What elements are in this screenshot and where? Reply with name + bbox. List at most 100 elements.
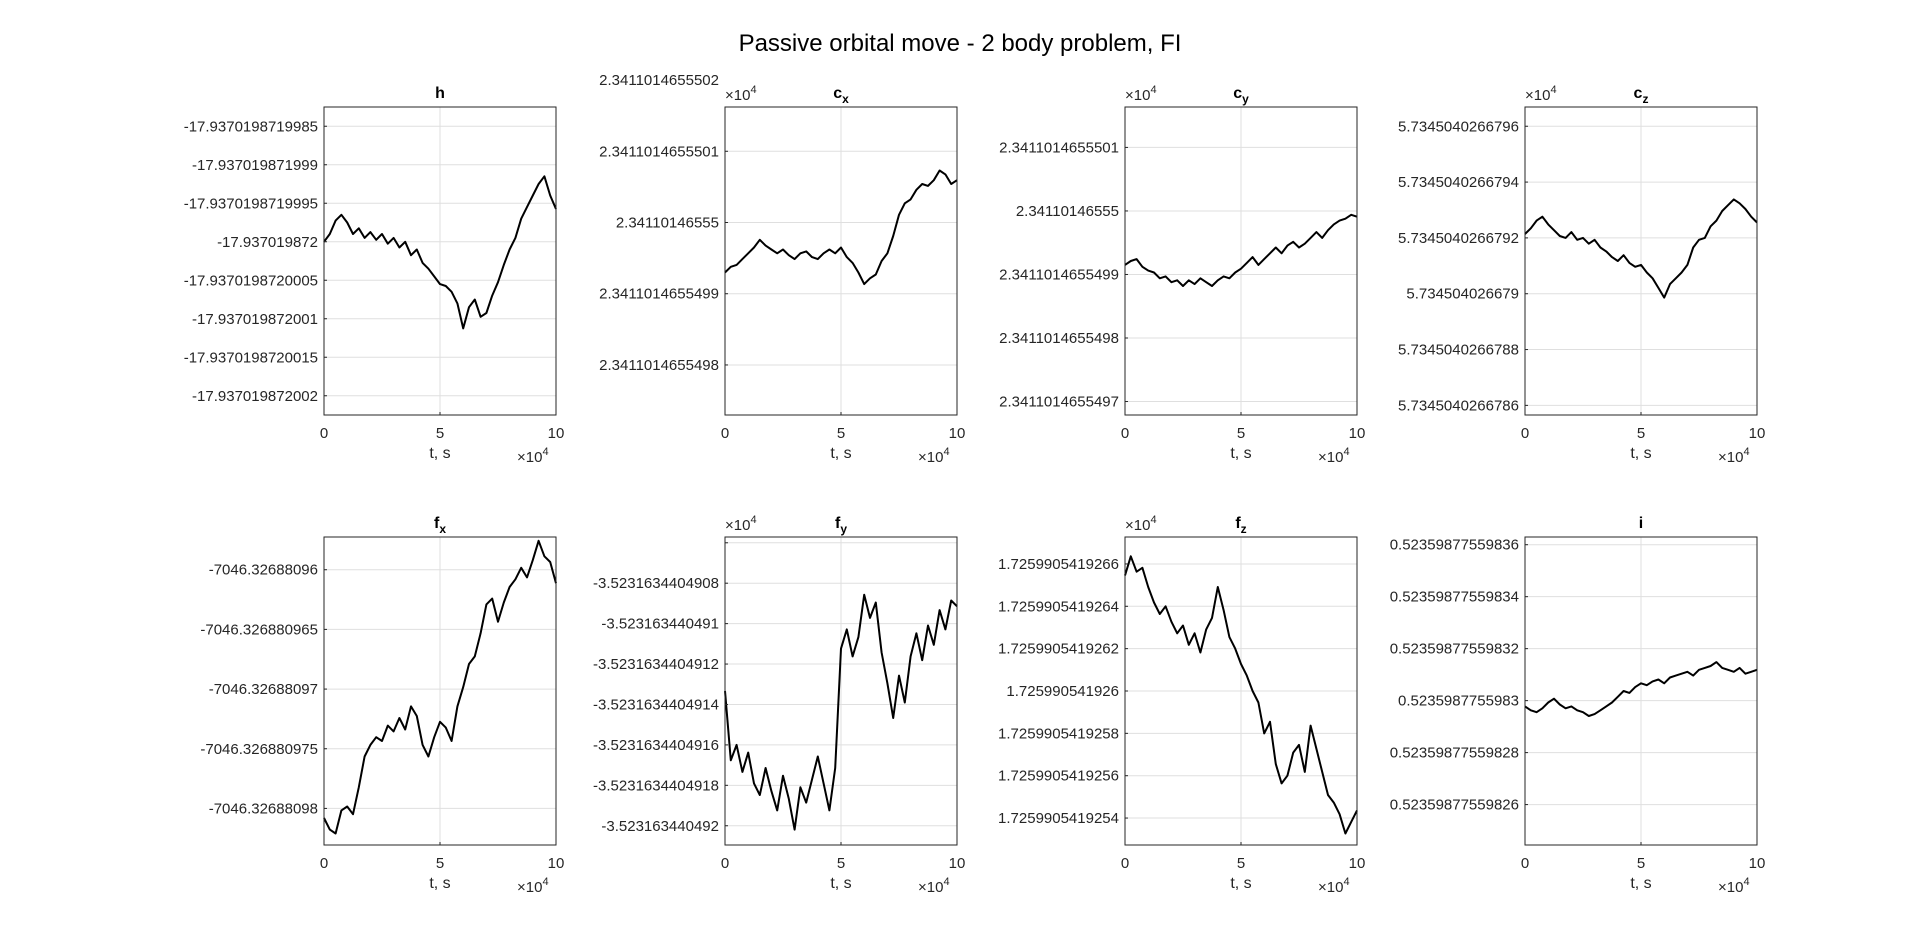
x-tick-label: 10 (949, 855, 966, 872)
y-tick-label: -3.523163440491 (601, 616, 719, 633)
y-exponent-power: 4 (1550, 84, 1556, 96)
x-exponent-label: ×104 (1318, 876, 1350, 896)
subplot-title-subscript: y (1242, 92, 1249, 106)
x-exponent-label: ×104 (1718, 446, 1750, 466)
y-tick-label: 0.52359877559826 (1390, 797, 1519, 814)
subplot-title: fz (1235, 515, 1246, 536)
x-tick-label: 5 (1637, 855, 1645, 872)
x-tick-label: 10 (548, 425, 565, 442)
x-tick-label: 5 (837, 855, 845, 872)
y-tick-label: -17.937019871999 (192, 157, 318, 174)
y-tick-label: 5.734504026679 (1406, 286, 1519, 303)
x-tick-label: 5 (1637, 425, 1645, 442)
y-tick-label: -17.9370198719985 (184, 118, 318, 135)
series-line (323, 539, 557, 835)
x-tick-label: 5 (837, 425, 845, 442)
x-axis-label: t, s (1630, 875, 1651, 892)
subplot-title-subscript: y (840, 522, 847, 536)
y-tick-label: 2.3411014655501 (599, 143, 719, 160)
x-exponent-power: 4 (1343, 876, 1349, 888)
series-line (724, 169, 958, 286)
x-exponent-label: ×104 (517, 876, 549, 896)
x-tick-label: 0 (1121, 425, 1129, 442)
x-tick-label: 5 (1237, 855, 1245, 872)
x-exponent-power: 4 (1343, 446, 1349, 458)
y-exponent-power: 4 (1150, 514, 1156, 526)
x-tick-label: 10 (548, 855, 565, 872)
subplot-3: 0 5 10 2.3411014655497 2.3411014655498 2.3411… (999, 84, 1365, 466)
y-tick-label: 1.7259905419254 (998, 810, 1119, 827)
y-tick-label: 2.3411014655499 (599, 286, 719, 303)
y-exponent-label: ×104 (1525, 84, 1557, 104)
y-tick-label: 2.3411014655501 (999, 139, 1119, 156)
x-exponent-label: ×104 (918, 876, 950, 896)
y-tick-label: 2.3411014655498 (999, 330, 1119, 347)
x-tick-label: 0 (1521, 855, 1529, 872)
x-exponent-power: 4 (1743, 876, 1749, 888)
x-axis-label: t, s (429, 875, 450, 892)
x-tick-label: 10 (1349, 855, 1366, 872)
x-tick-label: 0 (721, 855, 729, 872)
subplot-title: i (1639, 515, 1643, 532)
x-tick-label: 0 (1521, 425, 1529, 442)
subplot-title: h (435, 85, 445, 102)
x-axis-label: t, s (1230, 875, 1251, 892)
y-tick-label: 2.34110146555 (616, 215, 719, 232)
series-line (1524, 198, 1758, 299)
y-tick-label: 1.7259905419266 (998, 556, 1119, 573)
series-line (323, 175, 557, 330)
y-tick-label: -7046.326880975 (200, 741, 318, 758)
y-tick-label: 0.52359877559832 (1390, 641, 1519, 658)
y-tick-label: 5.7345040266792 (1398, 230, 1519, 247)
x-tick-label: 0 (320, 425, 328, 442)
y-tick-label: -17.9370198719995 (184, 195, 318, 212)
y-tick-label: 2.3411014655497 (999, 394, 1119, 411)
x-exponent-power: 4 (1743, 446, 1749, 458)
y-tick-label: 2.34110146555 (1016, 203, 1119, 220)
y-tick-label: -3.5231634404916 (593, 737, 719, 754)
y-tick-label: 1.7259905419262 (998, 641, 1119, 658)
y-tick-label: 0.52359877559836 (1390, 537, 1519, 554)
x-tick-label: 0 (721, 425, 729, 442)
y-tick-label: 5.7345040266786 (1398, 397, 1519, 414)
y-tick-label: -3.523163440492 (601, 818, 719, 835)
subplot-title-subscript: x (842, 92, 849, 106)
x-axis-label: t, s (830, 875, 851, 892)
subplot-4: 0 5 10 5.7345040266786 5.7345040266788 5.7345… (1398, 84, 1765, 466)
x-tick-label: 10 (1749, 425, 1766, 442)
subplot-title: fx (434, 515, 446, 536)
y-tick-label: -7046.32688098 (209, 800, 318, 817)
y-tick-label: 5.7345040266788 (1398, 342, 1519, 359)
y-exponent-label: ×104 (725, 514, 757, 534)
series-line (1524, 661, 1758, 717)
x-axis-label: t, s (1230, 445, 1251, 462)
x-tick-label: 10 (1349, 425, 1366, 442)
y-tick-label: 5.7345040266794 (1398, 174, 1519, 191)
y-tick-label: -17.9370198720005 (184, 272, 318, 289)
series-line (1124, 555, 1358, 835)
x-exponent-power: 4 (542, 446, 548, 458)
y-exponent-label: ×104 (1125, 514, 1157, 534)
x-exponent-power: 4 (943, 446, 949, 458)
subplot-title-subscript: x (439, 522, 446, 536)
y-exponent-power: 4 (750, 84, 756, 96)
y-exponent-label: ×104 (725, 84, 757, 104)
subplot-title: fy (835, 515, 847, 536)
subplot-7: 0 5 10 1.7259905419254 1.7259905419256 1.7259… (998, 514, 1365, 896)
x-tick-label: 0 (1121, 855, 1129, 872)
y-exponent-label: ×104 (1125, 84, 1157, 104)
y-tick-label: 0.52359877559828 (1390, 745, 1519, 762)
x-exponent-power: 4 (542, 876, 548, 888)
x-axis-label: t, s (429, 445, 450, 462)
y-tick-label: 0.5235987755983 (1398, 693, 1519, 710)
subplot-title-subscript: z (1642, 92, 1648, 106)
x-exponent-label: ×104 (1718, 876, 1750, 896)
y-tick-label: -3.5231634404912 (593, 656, 719, 673)
subplot-6: 0 5 10 -3.523163440492 -3.5231634404918 -3.52… (593, 514, 965, 896)
x-tick-label: 10 (949, 425, 966, 442)
y-tick-label: -7046.32688097 (209, 681, 318, 698)
x-exponent-power: 4 (943, 876, 949, 888)
x-tick-label: 5 (1237, 425, 1245, 442)
subplot-1: 0 5 10 -17.937019872002 -17.9370198720015 -17… (184, 85, 565, 466)
